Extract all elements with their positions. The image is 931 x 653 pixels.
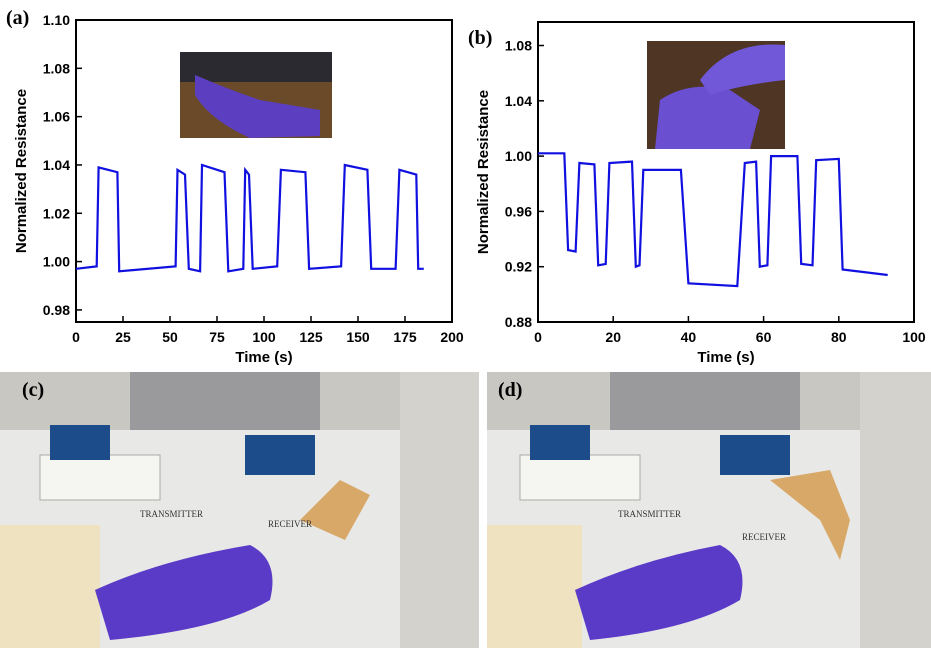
y-axis-label: Normalized Resistance bbox=[475, 90, 492, 254]
figure: (c) TRANSMITTER RECEIVER (d) TRANSMITTER… bbox=[0, 0, 931, 648]
x-tick-label: 100 bbox=[902, 329, 926, 345]
y-tick-label: 1.02 bbox=[43, 205, 70, 221]
inset-photo bbox=[647, 41, 785, 149]
y-tick-label: 0.92 bbox=[505, 259, 532, 275]
inset-photo bbox=[180, 52, 332, 138]
x-tick-label: 60 bbox=[756, 329, 772, 345]
y-tick-label: 1.04 bbox=[505, 93, 532, 109]
photo-text: TRANSMITTER bbox=[618, 509, 681, 519]
x-tick-label: 40 bbox=[681, 329, 697, 345]
photo-text: RECEIVER bbox=[268, 519, 312, 529]
photo-d bbox=[487, 372, 931, 648]
x-tick-label: 25 bbox=[115, 329, 131, 345]
panel-label: (b) bbox=[468, 27, 492, 49]
y-tick-label: 1.08 bbox=[505, 38, 532, 54]
panel-label: (a) bbox=[6, 7, 29, 29]
y-tick-label: 0.98 bbox=[43, 302, 70, 318]
y-tick-label: 1.00 bbox=[43, 254, 70, 270]
x-axis-label: Time (s) bbox=[697, 349, 754, 366]
data-line bbox=[538, 153, 888, 286]
y-tick-label: 0.88 bbox=[505, 314, 532, 330]
x-tick-label: 100 bbox=[252, 329, 276, 345]
x-tick-label: 75 bbox=[209, 329, 225, 345]
x-tick-label: 50 bbox=[162, 329, 178, 345]
x-tick-label: 200 bbox=[440, 329, 464, 345]
x-axis-label: Time (s) bbox=[235, 349, 292, 366]
y-tick-label: 1.04 bbox=[43, 157, 70, 173]
y-tick-label: 1.10 bbox=[43, 12, 70, 28]
x-tick-label: 125 bbox=[299, 329, 323, 345]
page: {"chart_data": [ {"type": "line", "panel… bbox=[0, 0, 931, 648]
photo-text: TRANSMITTER bbox=[140, 509, 203, 519]
photo-text: RECEIVER bbox=[742, 532, 786, 542]
x-tick-label: 0 bbox=[534, 329, 542, 345]
x-tick-label: 175 bbox=[393, 329, 417, 345]
x-tick-label: 150 bbox=[346, 329, 370, 345]
y-axis-label: Normalized Resistance bbox=[13, 89, 30, 253]
panel-label: (d) bbox=[498, 379, 522, 401]
y-tick-label: 1.08 bbox=[43, 60, 70, 76]
photo-c bbox=[0, 372, 479, 648]
x-tick-label: 80 bbox=[831, 329, 847, 345]
data-line bbox=[76, 165, 424, 271]
y-tick-label: 0.96 bbox=[505, 203, 532, 219]
y-tick-label: 1.06 bbox=[43, 109, 70, 125]
panel-label: (c) bbox=[22, 379, 44, 401]
x-tick-label: 20 bbox=[605, 329, 621, 345]
x-tick-label: 0 bbox=[72, 329, 80, 345]
y-tick-label: 1.00 bbox=[505, 148, 532, 164]
